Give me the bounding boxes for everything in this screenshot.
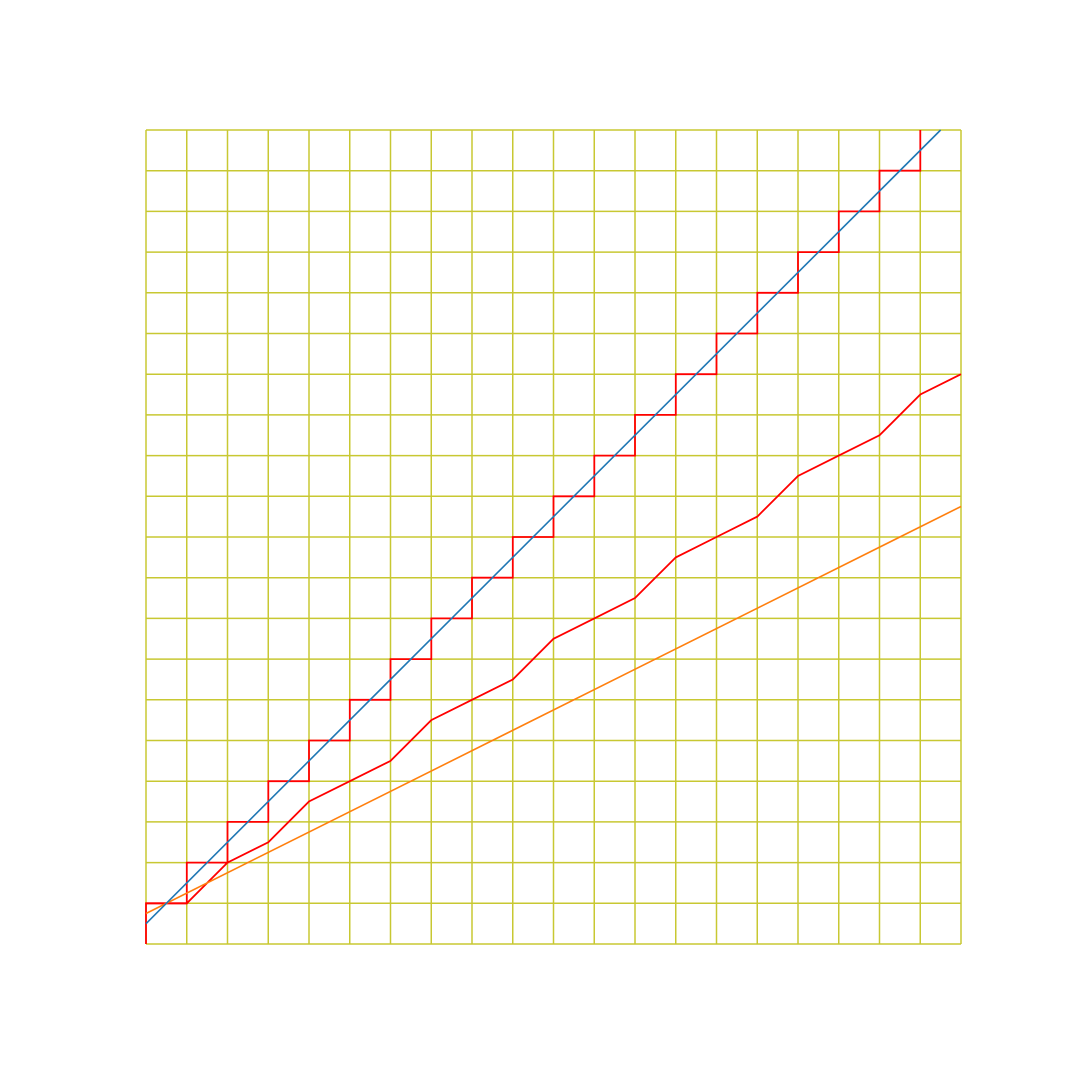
steep-ideal-line (145, 129, 942, 925)
shallow-ideal-line (145, 505, 962, 915)
zigzag-pixel-path (146, 373, 962, 905)
lines-layer (145, 129, 962, 944)
